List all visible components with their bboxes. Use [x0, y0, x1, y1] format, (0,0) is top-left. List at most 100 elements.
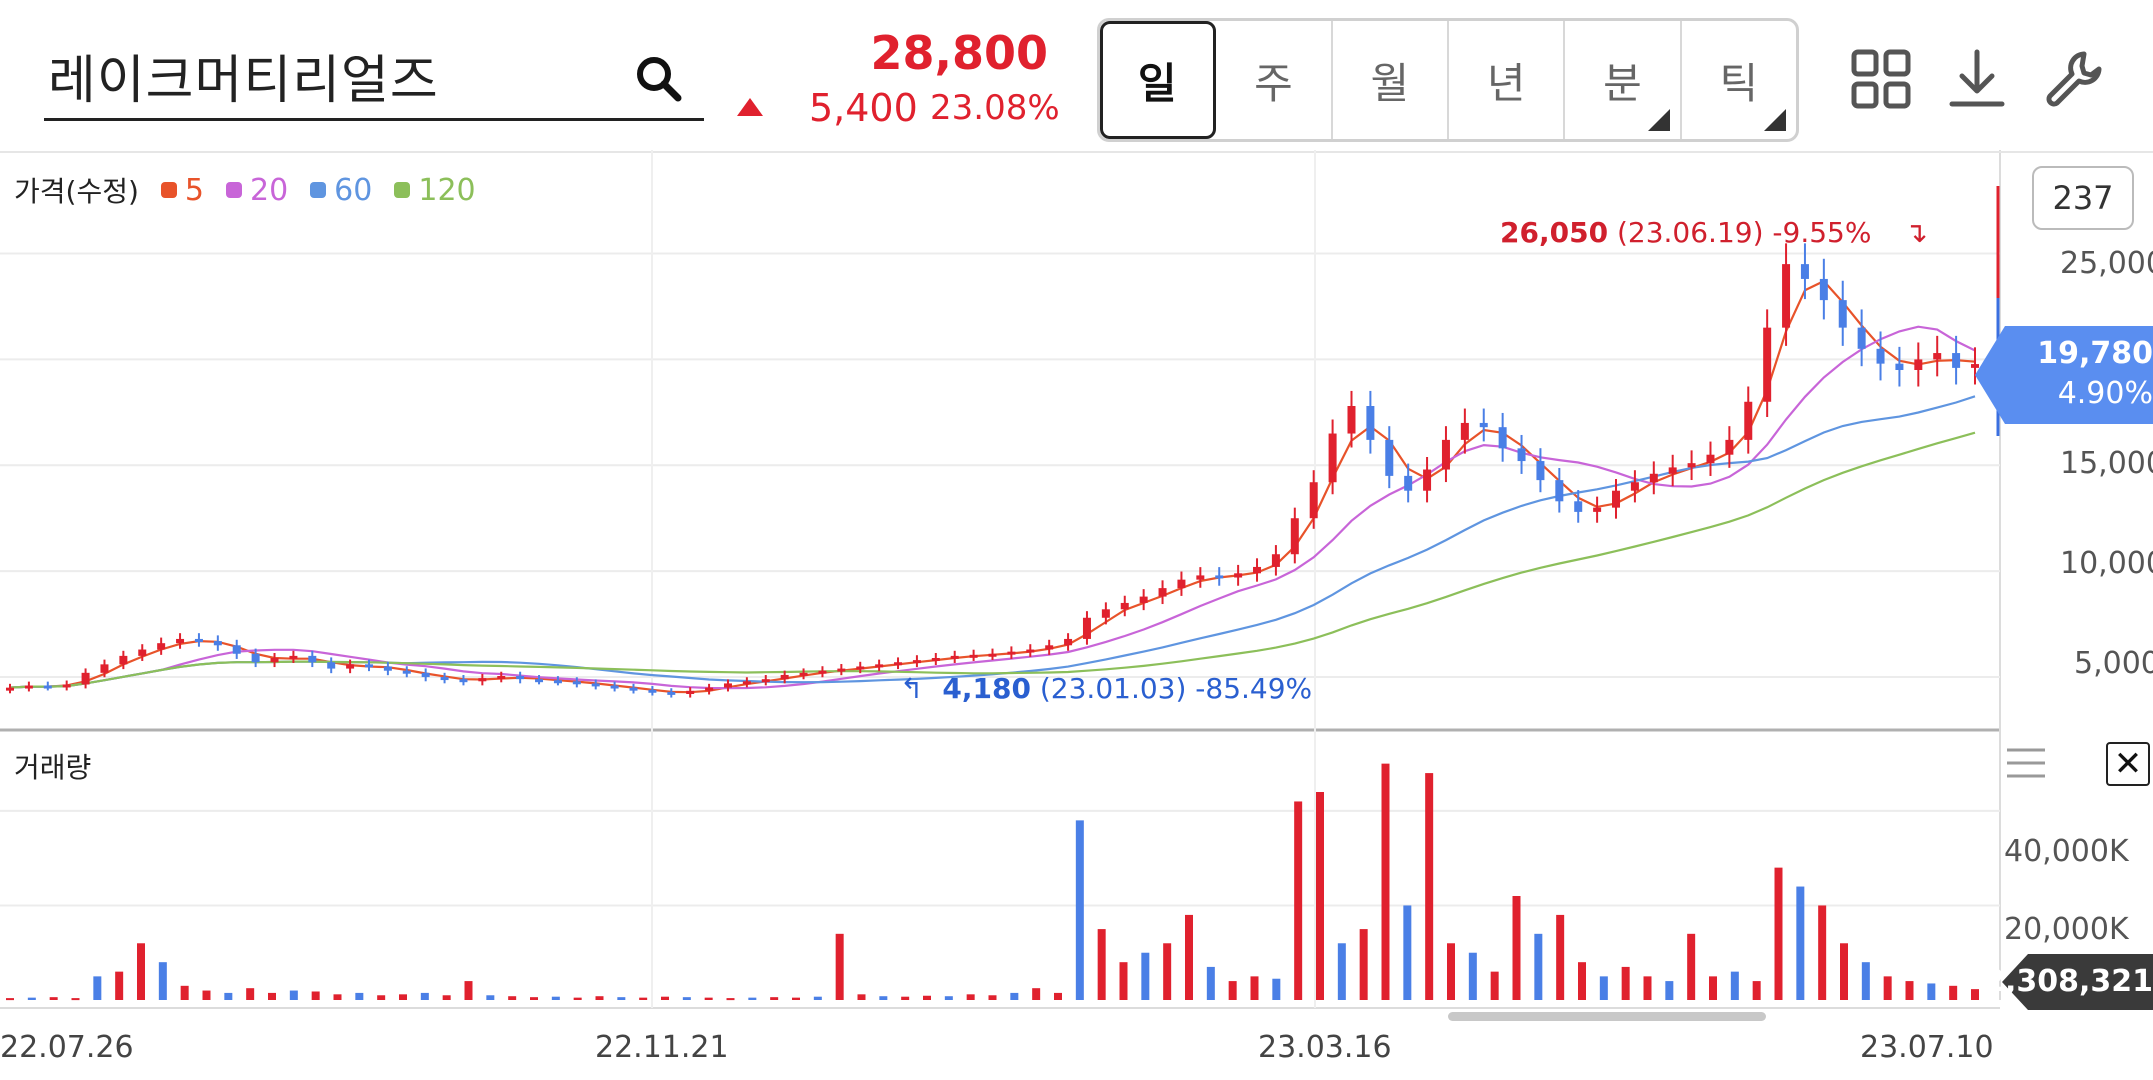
price-ytick: 15,000 — [2060, 446, 2153, 481]
volume-bar — [399, 994, 407, 1000]
stock-name-search-field[interactable]: 레이크머티리얼즈 — [48, 51, 439, 111]
candle-body — [610, 685, 619, 689]
candle-count-badge[interactable]: 237 — [2032, 166, 2134, 230]
ma5-legend[interactable]: 5 — [160, 173, 204, 208]
current-volume-tag: 2,308,321 — [1984, 954, 2153, 1010]
chart-scrollbar-thumb[interactable] — [1448, 1012, 1766, 1021]
moving-average-line — [9, 431, 1976, 689]
ma60-label: 60 — [334, 172, 373, 208]
candle-body — [1536, 461, 1545, 481]
volume-bar — [1119, 962, 1128, 1000]
price-ytick: 10,000 — [2060, 546, 2153, 581]
price-legend: 가격(수정) 5 20 60 120 — [14, 170, 476, 210]
candle-body — [1782, 264, 1791, 328]
volume-bar — [1578, 962, 1586, 1000]
candle-body — [1479, 422, 1488, 428]
volume-bar — [879, 996, 888, 1000]
period-label: 틱 — [1719, 58, 1759, 108]
close-volume-panel-button[interactable]: ✕ — [2106, 742, 2150, 786]
ma20-color-dot — [225, 182, 242, 198]
candle-body — [459, 679, 468, 683]
candle-body — [931, 658, 940, 661]
candle-body — [761, 679, 770, 683]
candle-body — [1649, 473, 1658, 483]
period-minute-button[interactable]: 분 — [1565, 21, 1682, 139]
low-annotation: ↰ 4,180 (23.01.03) -85.49% — [900, 672, 1312, 705]
period-day-button[interactable]: 일 — [1100, 21, 1217, 139]
volume-bar — [1468, 952, 1477, 1000]
candle-body — [251, 653, 260, 663]
high-detail: (23.06.19) -9.55% — [1616, 216, 1872, 249]
period-tick-button[interactable]: 틱 — [1682, 21, 1796, 139]
volume-bar — [1752, 981, 1761, 1000]
download-icon[interactable] — [1944, 46, 2010, 112]
volume-bar — [1621, 966, 1630, 1000]
volume-bar — [355, 992, 364, 1000]
volume-bar — [1730, 971, 1739, 1000]
search-icon[interactable] — [632, 52, 686, 106]
candle-body — [1177, 579, 1186, 589]
candle-body — [289, 655, 298, 659]
volume-bar — [1359, 929, 1368, 1000]
volume-bar — [180, 985, 189, 1000]
candle-body — [667, 691, 676, 695]
chart-area[interactable]: 가격(수정) 5 20 60 120 237 26,050 (23.06.19)… — [0, 150, 2153, 1080]
candle-body — [535, 679, 544, 683]
ma120-label: 120 — [418, 172, 476, 208]
menu-icon[interactable] — [2005, 746, 2047, 780]
candle-body — [1441, 439, 1450, 470]
period-month-button[interactable]: 월 — [1333, 21, 1449, 139]
candle-body — [213, 641, 222, 646]
volume-bar — [530, 997, 538, 1000]
price-volume-chart[interactable] — [0, 150, 2153, 1080]
candle-body — [383, 666, 392, 671]
ma20-legend[interactable]: 20 — [225, 172, 289, 208]
period-year-button[interactable]: 년 — [1449, 21, 1566, 139]
volume-bar — [682, 997, 691, 1000]
volume-bar — [661, 996, 669, 1000]
ma120-legend[interactable]: 120 — [394, 172, 476, 208]
candle-body — [1800, 264, 1809, 279]
volume-bar — [1032, 988, 1041, 1000]
candle-body — [440, 677, 449, 681]
volume-bar — [639, 997, 648, 1000]
high-arrow-icon: ↴ — [1904, 216, 1928, 249]
volume-bar — [595, 996, 604, 1000]
candle-body — [1706, 454, 1715, 464]
volume-bar — [202, 990, 211, 1000]
candle-body — [1763, 327, 1772, 402]
volume-bar — [1250, 976, 1259, 1000]
ma20-label: 20 — [249, 172, 289, 208]
volume-bar — [1840, 943, 1848, 1000]
volume-ytick: 40,000K — [2004, 834, 2129, 869]
candle-body — [138, 649, 147, 656]
candle-body — [308, 655, 317, 663]
candle-body — [232, 645, 241, 654]
candle-body — [875, 664, 884, 668]
ma120-color-dot — [394, 182, 411, 198]
low-arrow-icon: ↰ — [900, 672, 924, 705]
volume-bar — [1599, 976, 1608, 1000]
grid-lines — [0, 150, 2153, 1009]
volume-bar — [158, 962, 167, 1000]
candle-body — [516, 676, 525, 680]
current-price: 28,800 — [870, 26, 1048, 80]
candle-body — [421, 672, 430, 678]
volume-bar — [966, 994, 975, 1000]
grid-icon[interactable] — [1848, 46, 1914, 112]
candle-body — [648, 689, 657, 693]
candle-body — [478, 678, 487, 682]
candle-body — [988, 653, 997, 657]
candle-body — [1668, 467, 1677, 474]
candle-body — [705, 687, 714, 691]
x-tick: 23.03.16 — [1258, 1030, 1392, 1065]
candle-body — [1347, 406, 1356, 434]
period-label: 분 — [1603, 58, 1642, 108]
candle-body — [346, 664, 355, 669]
period-week-button[interactable]: 주 — [1216, 21, 1333, 139]
ma60-legend[interactable]: 60 — [310, 173, 372, 208]
volume-bar — [988, 995, 997, 1000]
candle-body — [894, 662, 903, 666]
candle-body — [1215, 575, 1224, 579]
wrench-icon[interactable] — [2040, 46, 2106, 112]
